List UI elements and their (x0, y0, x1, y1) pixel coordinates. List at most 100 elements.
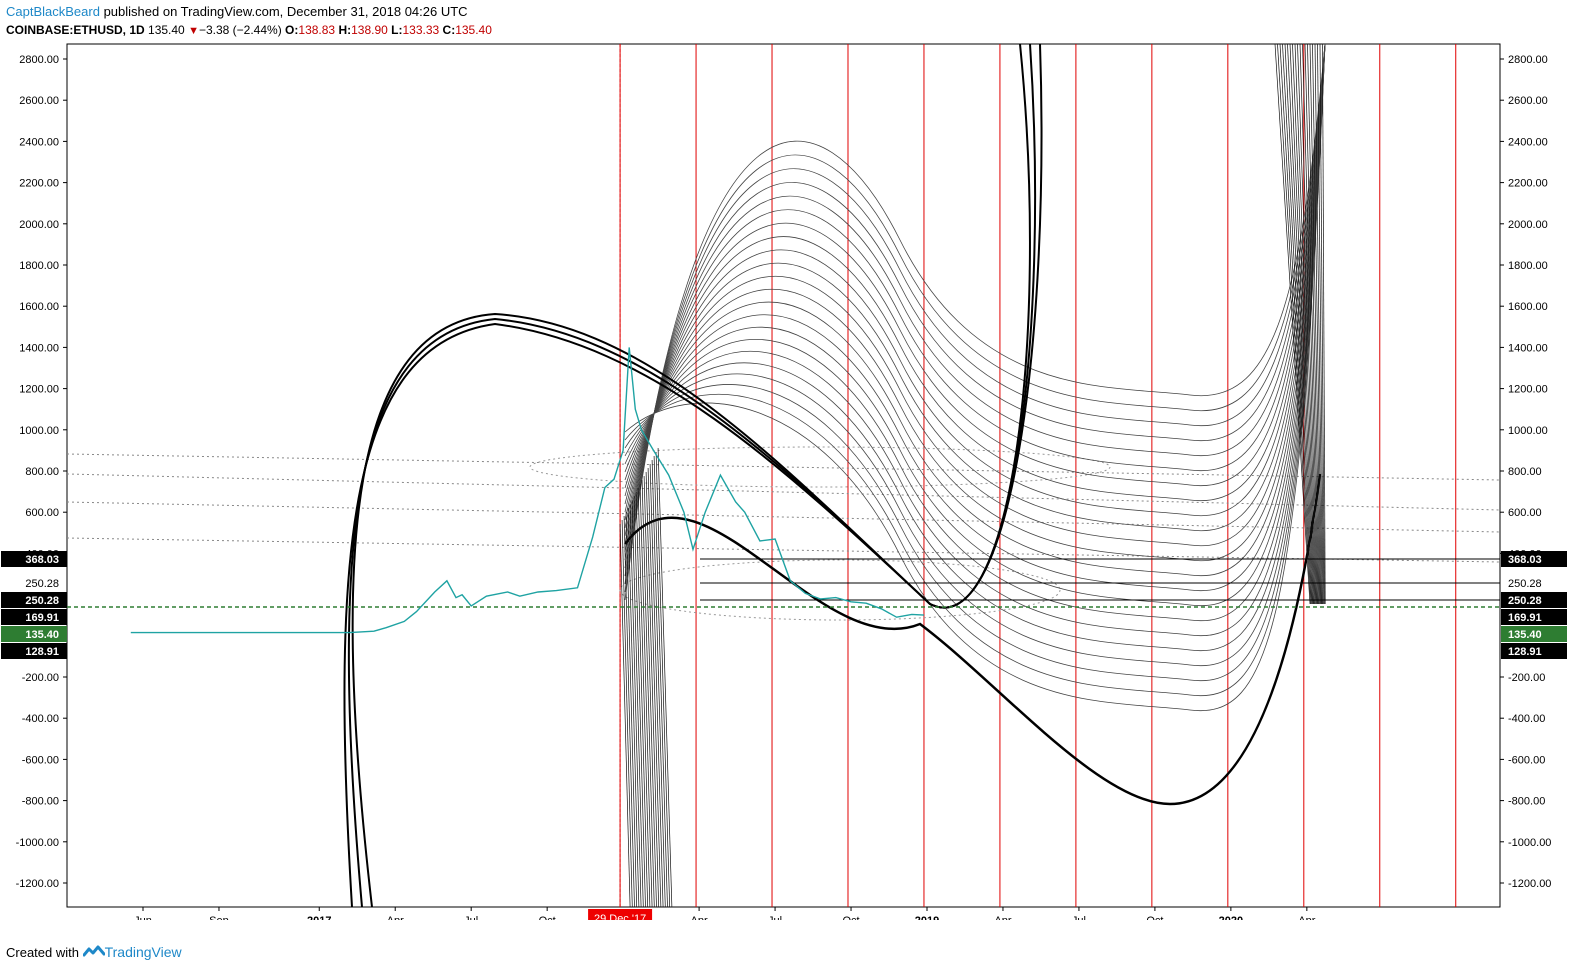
bold-arc (343, 44, 1031, 907)
harmonic-arc (624, 44, 1326, 667)
price-label-box (1501, 609, 1567, 625)
fan-line (1304, 44, 1320, 605)
created-with-text: Created with (6, 945, 79, 960)
high-value: 138.90 (351, 23, 388, 37)
bold-curve (624, 473, 1322, 806)
fan-line (1297, 44, 1318, 605)
fan-line (1274, 44, 1311, 605)
low-label: L: (391, 23, 403, 37)
fan-line (623, 515, 635, 907)
dotted-trend-line (67, 537, 1500, 563)
highlight-date-label: 29 Dec '17 (594, 913, 646, 920)
y-tick-label-right: 1800.00 (1508, 260, 1548, 272)
price-label: 128.91 (1508, 646, 1542, 658)
y-tick-label-left: 1400.00 (19, 342, 59, 354)
fan-line (645, 471, 660, 907)
fan-line (1279, 44, 1312, 605)
harmonic-arc (624, 44, 1326, 601)
tradingview-logo-icon (82, 945, 106, 963)
fan-line (1287, 44, 1315, 605)
harmonic-arc (624, 44, 1326, 592)
footer: Created with TradingView (6, 944, 182, 963)
price-label: 250.28 (25, 595, 59, 607)
y-tick-label-left: 2400.00 (19, 136, 59, 148)
fan-line (657, 447, 673, 907)
harmonic-arc (624, 44, 1326, 652)
y-tick-label-left: -1000.00 (16, 837, 59, 849)
y-tick-label-left: 1200.00 (19, 384, 59, 396)
x-tick-label: 2020 (1219, 915, 1243, 920)
harmonic-arc (624, 44, 1326, 569)
price-label-box (1501, 551, 1567, 567)
publish-line: CaptBlackBeard published on TradingView.… (6, 4, 468, 20)
harmonic-arc (624, 44, 1326, 532)
harmonic-arc (624, 44, 1326, 553)
fan-line (1302, 44, 1320, 605)
dotted-trend-line (67, 473, 1500, 511)
highlight-date-badge (588, 909, 653, 920)
y-tick-label-left: 1800.00 (19, 260, 59, 272)
dotted-ellipse (619, 559, 1061, 621)
harmonic-arc (624, 44, 1326, 593)
x-tick-label: Jul (768, 915, 782, 920)
harmonic-arc (624, 44, 1326, 682)
harmonic-arc (624, 44, 1326, 545)
price-label: 128.91 (25, 646, 59, 658)
y-tick-label-left: -800.00 (22, 796, 59, 808)
x-tick-label: Apr (387, 915, 404, 920)
fan-line (639, 483, 653, 907)
y-tick-label-right: 600.00 (1508, 507, 1542, 519)
y-tick-label-left: 1000.00 (19, 425, 59, 437)
harmonic-arc (624, 44, 1326, 607)
fan-line (653, 455, 668, 907)
x-tick-label: Apr (994, 915, 1011, 920)
symbol-line: COINBASE:ETHUSD, 1D 135.40 ▼−3.38 (−2.44… (6, 22, 492, 39)
y-tick-label-left: -200.00 (22, 672, 59, 684)
dotted-ellipse (529, 446, 1111, 488)
price-label: 169.91 (1508, 612, 1542, 624)
price-label: 368.03 (25, 554, 59, 566)
y-tick-label-right: 1000.00 (1508, 425, 1548, 437)
fan-line (641, 479, 655, 907)
y-tick-label-right: -1000.00 (1508, 837, 1551, 849)
fan-line (621, 519, 633, 907)
harmonic-arc (624, 44, 1326, 585)
bold-arc (351, 44, 1043, 907)
price-label-box (1, 643, 67, 659)
y-tick-label-left: -400.00 (22, 713, 59, 725)
y-tick-label-right: 2800.00 (1508, 54, 1548, 66)
x-tick-label: Apr (691, 915, 708, 920)
published-text: published on TradingView.com, December 3… (103, 4, 468, 19)
price-series (130, 347, 925, 634)
change-value: −3.38 (−2.44%) (198, 23, 282, 37)
price-label-box (1, 551, 67, 567)
x-tick-label: Sep (209, 915, 229, 920)
bold-arc (347, 44, 1037, 907)
y-tick-label-right: 2600.00 (1508, 95, 1548, 107)
price-label-box (1, 592, 67, 608)
fan-line (1314, 44, 1324, 605)
fan-line (1317, 44, 1324, 605)
fan-line (1322, 44, 1326, 605)
y-tick-label-right: 1600.00 (1508, 301, 1548, 313)
harmonic-arc (624, 44, 1326, 637)
x-tick-label: Oct (842, 915, 859, 920)
fan-line (1284, 44, 1314, 605)
symbol-label: COINBASE:ETHUSD, 1D (6, 23, 145, 37)
x-tick-label: Apr (1298, 915, 1315, 920)
x-tick-label: 2019 (915, 915, 939, 920)
fan-line (1307, 44, 1321, 605)
harmonic-arc (624, 44, 1326, 561)
tradingview-brand[interactable]: TradingView (104, 944, 182, 960)
harmonic-arc (624, 44, 1326, 577)
fan-line (625, 511, 638, 907)
dotted-trend-line (67, 501, 1500, 533)
fan-line (655, 451, 671, 907)
price-label: 368.03 (1508, 554, 1542, 566)
harmonic-arc (624, 44, 1326, 577)
harmonic-arc (624, 44, 1326, 537)
y-tick-label-right: -1200.00 (1508, 878, 1551, 890)
y-tick-label-right: -600.00 (1508, 754, 1545, 766)
price-chart[interactable]: 2800.00 2800.00 2600.00 2600.00 2400.00 2400.… (0, 40, 1573, 920)
author-link[interactable]: CaptBlackBeard (6, 4, 100, 19)
